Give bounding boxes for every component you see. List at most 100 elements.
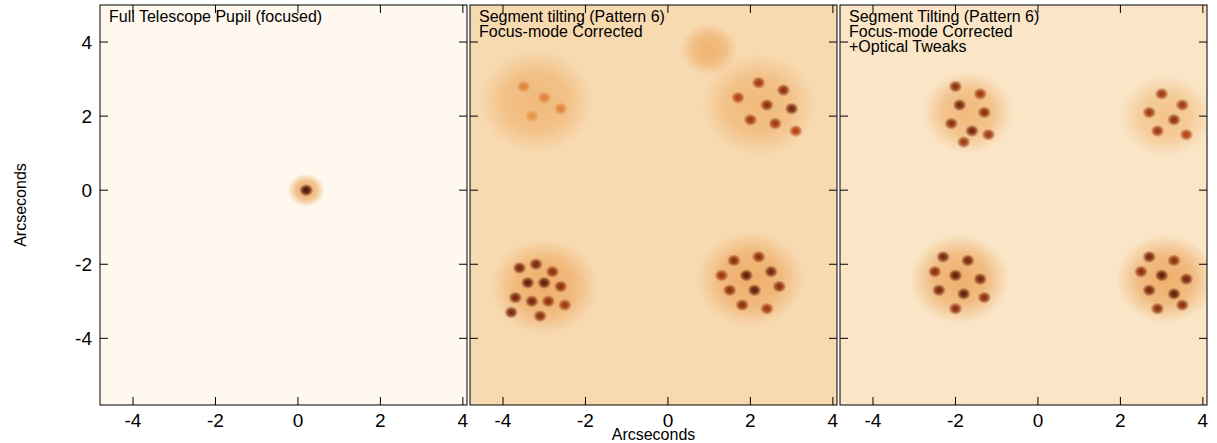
speckle	[1142, 106, 1156, 119]
speckle	[537, 91, 551, 104]
panel: -4-2024-4-2024Full Telescope Pupil (focu…	[12, 5, 469, 431]
x-tick	[667, 5, 668, 13]
speckle	[948, 80, 962, 93]
halo	[1116, 235, 1207, 324]
x-tick-label: -4	[125, 410, 142, 431]
y-tick	[470, 190, 478, 191]
speckle	[739, 269, 753, 282]
speckle	[504, 306, 518, 319]
speckle	[1179, 273, 1193, 286]
y-tick	[470, 338, 478, 339]
speckle	[977, 106, 991, 119]
y-tick	[100, 338, 108, 339]
speckle	[752, 76, 766, 89]
x-tick	[585, 397, 586, 405]
x-tick-label: 2	[1115, 410, 1126, 431]
x-tick	[872, 397, 873, 405]
x-tick	[1120, 397, 1121, 405]
speckle	[953, 99, 967, 112]
image	[100, 5, 467, 405]
image	[840, 5, 1207, 405]
speckle	[789, 125, 803, 138]
speckle	[776, 84, 790, 97]
x-tick-label: -2	[207, 410, 224, 431]
speckle	[512, 262, 526, 275]
speckle	[517, 80, 531, 93]
speckle	[1155, 269, 1169, 282]
y-tick	[829, 190, 837, 191]
halo	[922, 72, 1013, 153]
halo	[697, 231, 804, 327]
y-tick	[829, 338, 837, 339]
speckle	[554, 280, 568, 293]
y-tick	[840, 190, 848, 191]
frame	[840, 5, 1207, 405]
y-tick-label: 0	[81, 180, 92, 201]
speckle	[525, 295, 539, 308]
x-tick	[750, 397, 751, 405]
speckle	[944, 117, 958, 130]
x-tick-label: 4	[458, 410, 469, 431]
speckle	[525, 110, 539, 123]
speckle	[1155, 88, 1169, 101]
x-tick	[1202, 397, 1203, 405]
speckle	[715, 269, 729, 282]
x-tick	[502, 397, 503, 405]
speckle	[957, 288, 971, 301]
x-tick-label: 2	[375, 410, 386, 431]
x-tick	[215, 397, 216, 405]
panel-title: Full Telescope Pupil (focused)	[109, 8, 322, 25]
x-tick	[750, 5, 751, 13]
speckle	[768, 117, 782, 130]
speckle	[932, 284, 946, 297]
x-tick	[955, 397, 956, 405]
speckle	[533, 310, 547, 323]
speckle	[545, 265, 559, 278]
halo	[910, 235, 1009, 324]
speckle	[1142, 251, 1156, 264]
speckle	[1142, 284, 1156, 297]
speckle	[731, 91, 745, 104]
y-tick-label: -4	[75, 328, 92, 349]
speckle	[760, 99, 774, 112]
speckle	[957, 136, 971, 149]
y-tick	[100, 116, 108, 117]
y-tick	[100, 42, 108, 43]
y-tick	[1199, 264, 1207, 265]
speckle	[948, 269, 962, 282]
speckle	[981, 128, 995, 141]
x-tick	[462, 397, 463, 405]
speckle	[973, 273, 987, 286]
speckle	[541, 295, 555, 308]
x-tick	[832, 397, 833, 405]
y-tick	[840, 338, 848, 339]
speckle	[1175, 99, 1189, 112]
x-tick-label: 2	[745, 410, 756, 431]
speckle	[521, 276, 535, 289]
halo	[680, 24, 738, 76]
speckle	[752, 251, 766, 264]
y-tick	[459, 338, 467, 339]
x-tick-label: -2	[947, 410, 964, 431]
y-tick	[829, 264, 837, 265]
panel-title: +Optical Tweaks	[849, 38, 967, 55]
background	[470, 5, 837, 405]
speckle	[1167, 288, 1181, 301]
speckle	[1167, 254, 1181, 267]
x-tick	[1120, 5, 1121, 13]
halo	[478, 49, 593, 153]
speckle	[748, 284, 762, 297]
halo	[1120, 75, 1207, 156]
speckle	[785, 102, 799, 115]
x-tick-label: 4	[1198, 410, 1209, 431]
x-tick-label: 4	[828, 410, 839, 431]
panel: -4-2024Segment tilting (Pattern 6)Focus-…	[470, 5, 839, 443]
y-tick	[459, 190, 467, 191]
speckle	[1134, 265, 1148, 278]
speckle	[727, 254, 741, 267]
y-tick-label: 2	[81, 106, 92, 127]
panel: -4-2024Segment Tilting (Pattern 6)Focus-…	[840, 5, 1215, 431]
image	[470, 5, 837, 405]
panel-title: Focus-mode Corrected	[479, 23, 643, 40]
speckle	[948, 302, 962, 315]
